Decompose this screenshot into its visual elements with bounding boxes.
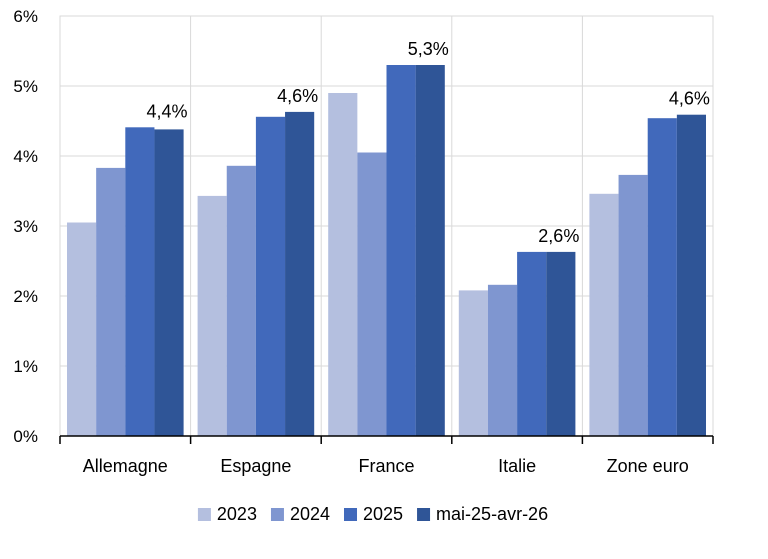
bar-italie-mai-25-avr-26 bbox=[546, 251, 576, 436]
bar-france-2024 bbox=[357, 152, 387, 436]
x-category-label: Zone euro bbox=[607, 456, 689, 476]
x-category-label: Italie bbox=[498, 456, 536, 476]
legend-swatch-mai-25-avr-26 bbox=[417, 508, 431, 521]
bar-allemagne-mai-25-avr-26 bbox=[154, 129, 184, 436]
data-label: 4,4% bbox=[147, 101, 188, 121]
y-tick-label: 1% bbox=[13, 357, 38, 376]
bar-zone-euro-mai-25-avr-26 bbox=[676, 114, 706, 436]
legend-swatch-2024 bbox=[270, 508, 284, 521]
bar-france-2025 bbox=[386, 65, 416, 436]
data-label: 4,6% bbox=[277, 86, 318, 106]
x-category-label: France bbox=[358, 456, 414, 476]
bar-zone-euro-2025 bbox=[647, 118, 677, 436]
bars-group bbox=[67, 65, 706, 437]
legend-label: mai-25-avr-26 bbox=[436, 504, 548, 524]
bar-espagne-2024 bbox=[226, 165, 256, 437]
y-tick-label: 5% bbox=[13, 77, 38, 96]
bar-france-2023 bbox=[328, 93, 358, 436]
y-tick-label: 6% bbox=[13, 7, 38, 26]
bar-espagne-2025 bbox=[255, 116, 286, 437]
legend-label: 2024 bbox=[290, 504, 330, 524]
bar-italie-2023 bbox=[458, 290, 488, 436]
y-tick-label: 0% bbox=[13, 427, 38, 446]
bar-zone-euro-2023 bbox=[589, 193, 619, 436]
x-category-label: Allemagne bbox=[83, 456, 168, 476]
bar-zone-euro-2024 bbox=[618, 174, 648, 436]
legend: 2023 2024 2025 mai-25-avr-26 bbox=[197, 504, 548, 524]
bar-italie-2024 bbox=[487, 284, 518, 436]
bar-espagne-2023 bbox=[197, 195, 227, 436]
bar-allemagne-2025 bbox=[125, 127, 155, 437]
data-label: 2,6% bbox=[538, 226, 579, 246]
axes-group bbox=[59, 435, 714, 444]
bar-allemagne-2023 bbox=[67, 222, 97, 436]
y-tick-label: 4% bbox=[13, 147, 38, 166]
y-tick-label: 2% bbox=[13, 287, 38, 306]
y-tick-label: 3% bbox=[13, 217, 38, 236]
legend-swatch-2023 bbox=[197, 508, 211, 521]
legend-label: 2025 bbox=[363, 504, 403, 524]
data-label: 5,3% bbox=[408, 39, 449, 59]
bar-italie-2025 bbox=[517, 251, 547, 436]
x-category-label: Espagne bbox=[220, 456, 291, 476]
bar-france-mai-25-avr-26 bbox=[415, 65, 445, 436]
data-label: 4,6% bbox=[669, 89, 710, 109]
legend-swatch-2025 bbox=[344, 508, 358, 521]
bar-espagne-mai-25-avr-26 bbox=[285, 111, 315, 437]
bar-allemagne-2024 bbox=[96, 167, 126, 436]
labels-group: 0% 1% 2% 3% 4% 5% 6% 4,4% Allemagne 4,6% Espagne 5,… bbox=[13, 7, 710, 476]
legend-label: 2023 bbox=[217, 504, 257, 524]
